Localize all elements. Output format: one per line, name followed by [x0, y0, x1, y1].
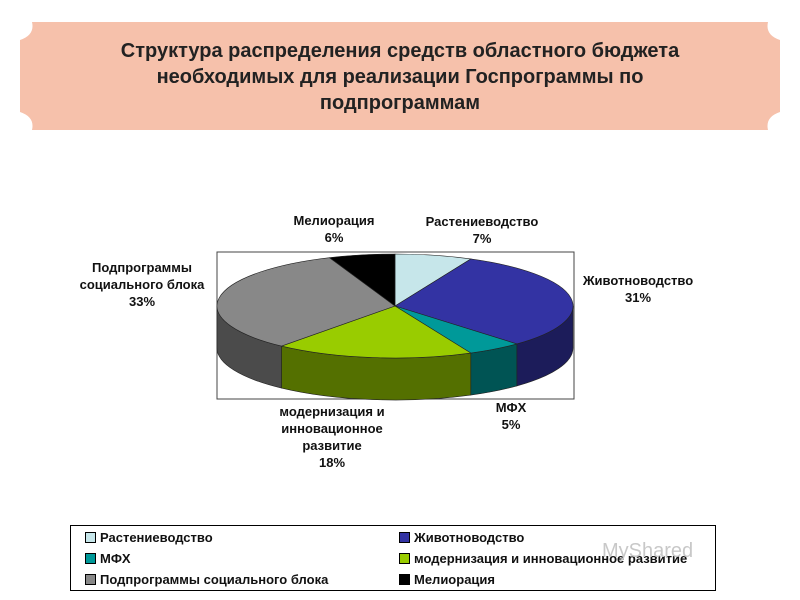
data-label-line: МФХ [496, 400, 527, 415]
pie-slices [216, 253, 574, 401]
legend-swatch [85, 553, 96, 565]
legend-swatch [399, 532, 410, 544]
legend-swatch [85, 532, 96, 544]
chart-title: Структура распределения средств областно… [60, 38, 740, 116]
legend-item-mfh: МФХ [85, 551, 131, 566]
data-label-line: 33% [129, 294, 155, 309]
data-label-line: Подпрограммы [92, 260, 192, 275]
legend-label: Мелиорация [414, 572, 495, 587]
data-label-line: модернизация и [279, 404, 384, 419]
legend-label: МФХ [100, 551, 131, 566]
legend-swatch [399, 574, 410, 586]
title-line-1: Структура распределения средств областно… [120, 40, 680, 62]
data-label-2: МФХ 5% [496, 400, 527, 432]
legend-label: Подпрограммы социального блока [100, 572, 329, 587]
slice-4 [216, 257, 396, 347]
legend-item-melioraciya: Мелиорация [399, 572, 495, 587]
data-labels: Растениеводство 7% Животноводство 31% МФХ 5% м… [80, 213, 694, 470]
legend: Растениеводство Животноводство МФХ модер… [70, 525, 716, 591]
banner-shape [20, 22, 780, 130]
legend-label: Животноводство [414, 530, 525, 545]
legend-swatch [85, 574, 96, 586]
data-label-line: развитие [302, 438, 361, 453]
slice-1 [394, 258, 574, 345]
data-label-0: Растениеводство 7% [426, 214, 539, 246]
legend-label: Растениеводство [100, 530, 213, 545]
watermark: MyShared [602, 540, 694, 562]
data-label-line: 31% [625, 290, 651, 305]
slice-5 [328, 253, 396, 307]
title-line-2: необходимых для реализации Госпрограммы … [156, 66, 644, 88]
legend-label: модернизация и инновационное развитие [414, 551, 688, 566]
data-label-4: Подпрограммы социального блока 33% [80, 260, 205, 309]
data-label-line: 5% [502, 417, 521, 432]
legend-swatch [399, 553, 410, 565]
title-banner [20, 22, 780, 130]
data-label-line: инновационное [281, 421, 383, 436]
legend-item-modernizaciya: модернизация и инновационное развитие [399, 551, 687, 566]
data-label-line: социального блока [80, 277, 205, 292]
data-label-5: Мелиорация 6% [294, 213, 375, 245]
data-label-3: модернизация и инновационное развитие 18% [279, 404, 384, 470]
data-label-line: 6% [325, 230, 344, 245]
data-label-line: 18% [319, 455, 345, 470]
legend-item-zhivotnovodstvo: Животноводство [399, 530, 524, 545]
data-label-line: 7% [473, 231, 492, 246]
data-label-line: Растениеводство [426, 214, 539, 229]
data-label-line: Мелиорация [294, 213, 375, 228]
title-line-3: подпрограммам [319, 92, 481, 114]
legend-item-socialnyi-blok: Подпрограммы социального блока [85, 572, 328, 587]
slice-3 [280, 305, 472, 359]
data-label-1: Животноводство 31% [582, 273, 693, 305]
data-label-line: Животноводство [582, 273, 693, 288]
legend-item-rastenievodstvo: Растениеводство [85, 530, 213, 545]
